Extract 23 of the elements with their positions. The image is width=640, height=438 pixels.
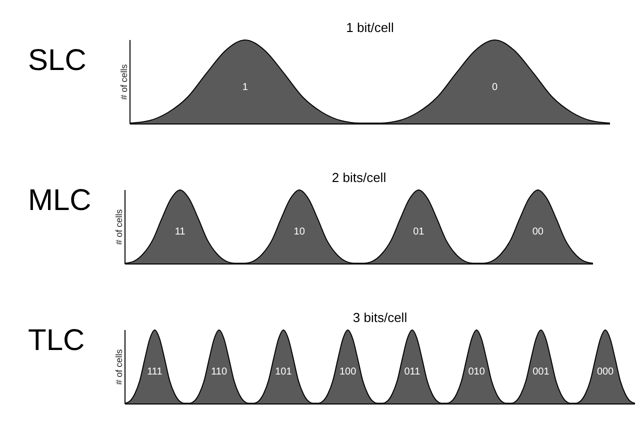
y-axis-title: # of cells [114,348,124,385]
chart-subtitle: 1 bit/cell [346,20,394,35]
annotation: 001 [532,366,550,378]
annotation: 000 [596,366,614,378]
annotation: 01 [413,226,425,238]
y-axis-title: # of cells [114,208,124,245]
y-axis-title: # of cells [119,64,130,100]
chart-title: SLC [28,44,86,78]
annotation: 111 [147,366,163,378]
annotation: 11 [174,226,186,238]
chart-subtitle: 2 bits/cell [332,170,386,185]
annotation: 011 [404,366,421,378]
chart-title: TLC [28,324,85,358]
chart-title: MLC [28,184,92,218]
annotation: 00 [532,226,544,238]
chart-subtitle: 3 bits/cell [352,310,408,325]
annotation: 101 [275,366,292,378]
annotation: 110 [211,366,228,378]
annotation: 10 [294,226,306,238]
annotation: 100 [339,366,357,378]
annotation: 1 [242,82,248,93]
annotation: 0 [492,82,498,93]
annotation: 010 [468,366,486,378]
